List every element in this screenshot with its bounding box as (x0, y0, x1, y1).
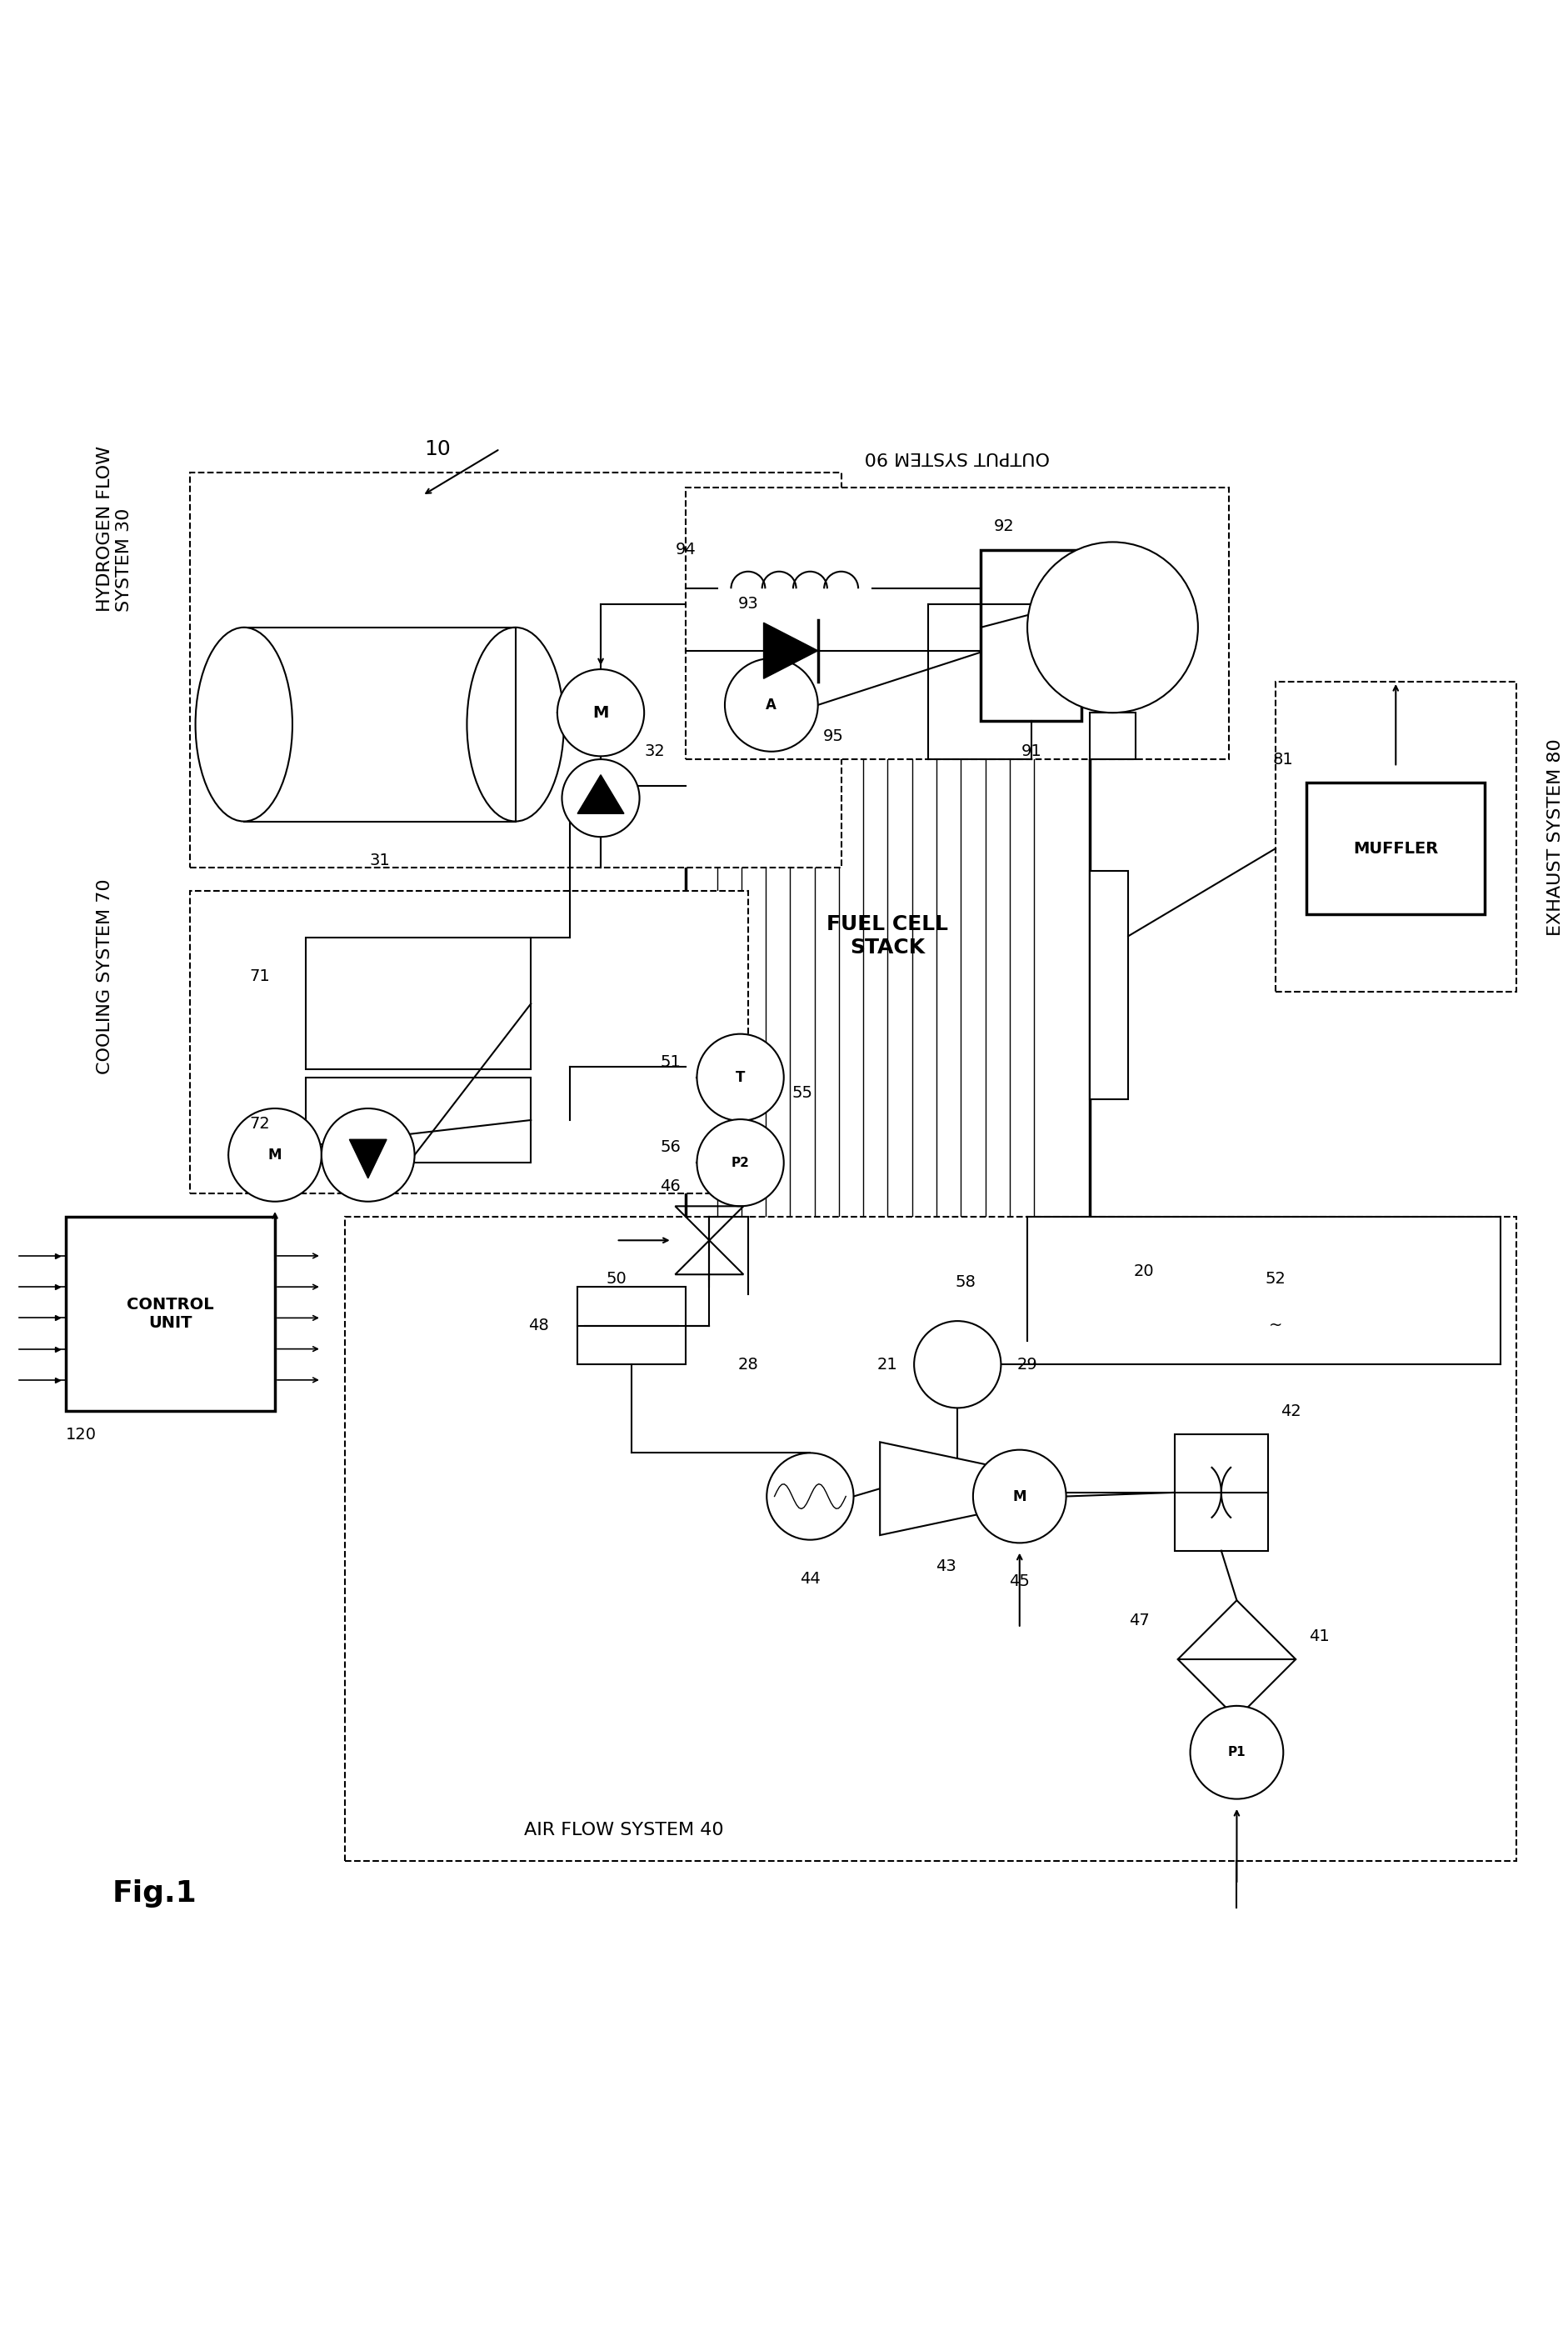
Text: 94: 94 (676, 541, 696, 557)
Text: 29: 29 (1016, 1355, 1036, 1372)
Ellipse shape (196, 627, 292, 822)
Text: 46: 46 (660, 1178, 681, 1194)
Bar (1306, 782, 1485, 915)
Circle shape (696, 1035, 784, 1121)
Text: 20: 20 (1132, 1264, 1154, 1278)
Text: 58: 58 (955, 1274, 975, 1290)
Text: 28: 28 (737, 1355, 757, 1372)
Bar (1275, 681, 1515, 993)
Text: FUEL CELL
STACK: FUEL CELL STACK (826, 915, 949, 957)
Text: 52: 52 (1264, 1271, 1286, 1288)
Text: OUTPUT SYSTEM 90: OUTPUT SYSTEM 90 (864, 449, 1049, 466)
Text: P1: P1 (1228, 1746, 1245, 1758)
Bar (685, 487, 1228, 758)
Bar (190, 892, 748, 1194)
Text: 32: 32 (644, 744, 665, 758)
Text: ~: ~ (1269, 1318, 1281, 1334)
Text: P2: P2 (731, 1156, 750, 1168)
Bar (345, 1217, 1515, 1861)
Bar (1174, 1435, 1267, 1550)
Bar (190, 473, 840, 869)
Polygon shape (880, 1442, 1011, 1536)
Circle shape (1190, 1707, 1283, 1798)
Text: 71: 71 (249, 969, 270, 986)
Circle shape (724, 658, 817, 751)
Text: 93: 93 (737, 597, 757, 611)
Circle shape (557, 670, 644, 756)
Text: 50: 50 (605, 1271, 626, 1288)
Circle shape (561, 758, 640, 836)
Text: 92: 92 (993, 520, 1014, 534)
Circle shape (229, 1107, 321, 1201)
Text: 120: 120 (66, 1426, 96, 1442)
Circle shape (914, 1320, 1000, 1407)
Circle shape (767, 1454, 853, 1540)
Bar (701, 1295, 795, 1341)
Text: EXHAUST SYSTEM 80: EXHAUST SYSTEM 80 (1546, 737, 1563, 936)
Text: AIR FLOW SYSTEM 40: AIR FLOW SYSTEM 40 (524, 1821, 723, 1838)
Text: 47: 47 (1127, 1613, 1149, 1629)
Bar (685, 644, 1088, 1295)
Bar (306, 939, 530, 1070)
Bar (980, 550, 1080, 721)
Polygon shape (350, 1140, 386, 1178)
Bar (1088, 712, 1135, 758)
Text: COOLING SYSTEM 70: COOLING SYSTEM 70 (97, 878, 113, 1075)
Bar (243, 627, 516, 822)
Text: T: T (735, 1070, 745, 1084)
Bar (577, 1288, 685, 1365)
Text: 43: 43 (935, 1559, 955, 1573)
Circle shape (1027, 543, 1198, 712)
Text: 91: 91 (1021, 744, 1041, 758)
Circle shape (972, 1449, 1066, 1543)
Text: 72: 72 (249, 1117, 270, 1131)
Text: 95: 95 (823, 728, 844, 744)
Text: M: M (593, 705, 608, 721)
Text: Fig.1: Fig.1 (111, 1880, 196, 1908)
Bar (66, 1217, 274, 1412)
Text: HYDROGEN FLOW
SYSTEM 30: HYDROGEN FLOW SYSTEM 30 (97, 445, 132, 611)
Text: 45: 45 (1008, 1573, 1030, 1590)
Text: A: A (765, 698, 776, 712)
Text: 44: 44 (800, 1571, 820, 1587)
Text: M: M (1013, 1489, 1025, 1503)
Text: 41: 41 (1308, 1627, 1328, 1643)
Polygon shape (764, 623, 817, 679)
Text: 55: 55 (792, 1084, 812, 1100)
Text: 42: 42 (1279, 1402, 1301, 1419)
Text: 31: 31 (368, 852, 390, 869)
Bar (1088, 871, 1127, 1100)
Bar (306, 1077, 530, 1163)
Text: 21: 21 (877, 1355, 897, 1372)
Circle shape (321, 1107, 414, 1201)
Bar (701, 604, 1074, 644)
Text: M: M (268, 1147, 282, 1163)
Text: 51: 51 (660, 1053, 681, 1070)
Polygon shape (577, 775, 624, 815)
Text: 48: 48 (528, 1318, 549, 1334)
Text: MUFFLER: MUFFLER (1353, 840, 1438, 857)
Text: CONTROL
UNIT: CONTROL UNIT (127, 1297, 213, 1332)
Text: 81: 81 (1272, 751, 1294, 768)
Circle shape (696, 1119, 784, 1206)
Text: 10: 10 (425, 438, 452, 459)
Text: 56: 56 (660, 1140, 681, 1154)
Bar (980, 1295, 1074, 1341)
